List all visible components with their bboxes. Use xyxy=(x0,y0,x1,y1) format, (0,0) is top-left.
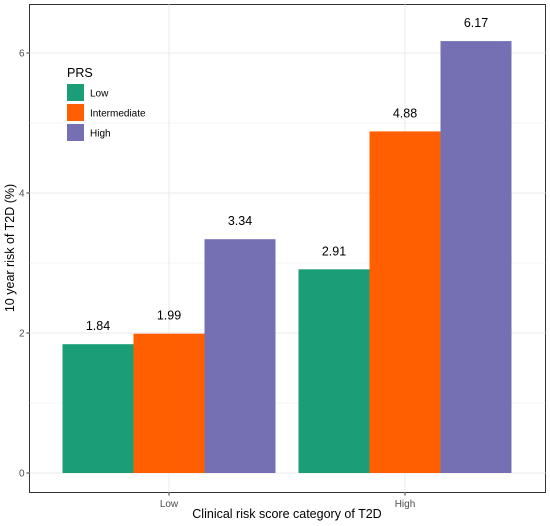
x-axis-title: Clinical risk score category of T2D xyxy=(192,507,381,521)
data-label: 6.17 xyxy=(464,16,488,30)
x-axis-ticks: Low High xyxy=(160,492,416,510)
legend-key-high xyxy=(67,124,84,141)
data-label: 3.34 xyxy=(228,214,252,228)
data-label: 1.84 xyxy=(86,319,110,333)
x-tick-label: High xyxy=(395,499,416,510)
data-label: 2.91 xyxy=(322,244,346,258)
y-axis-title: 10 year risk of T2D (%) xyxy=(3,184,17,312)
bar-low-prs-high-clinical xyxy=(298,269,370,473)
data-label: 4.88 xyxy=(393,106,417,120)
y-tick-label: 6 xyxy=(19,49,25,60)
legend-label: Low xyxy=(90,89,109,100)
bars xyxy=(62,41,512,473)
legend-key-intermediate xyxy=(67,104,84,121)
data-labels: 1.84 1.99 3.34 2.91 4.88 6.17 xyxy=(86,16,488,333)
legend-label: High xyxy=(90,129,111,140)
bar-intermediate-prs-high-clinical xyxy=(369,131,441,473)
bar-high-prs-low-clinical xyxy=(204,239,276,473)
y-axis-ticks: 0 2 4 6 xyxy=(19,49,30,480)
legend-key-low xyxy=(67,84,84,101)
y-tick-label: 0 xyxy=(19,469,25,480)
legend: PRS Low Intermediate High xyxy=(67,66,146,141)
y-tick-label: 2 xyxy=(19,329,25,340)
bar-low-prs-low-clinical xyxy=(62,344,134,473)
y-tick-label: 4 xyxy=(19,189,25,200)
bar-high-prs-high-clinical xyxy=(440,41,512,473)
legend-label: Intermediate xyxy=(90,109,146,120)
legend-title: PRS xyxy=(67,66,93,80)
x-tick-label: Low xyxy=(160,499,179,510)
data-label: 1.99 xyxy=(157,309,181,323)
bar-intermediate-prs-low-clinical xyxy=(133,333,205,473)
